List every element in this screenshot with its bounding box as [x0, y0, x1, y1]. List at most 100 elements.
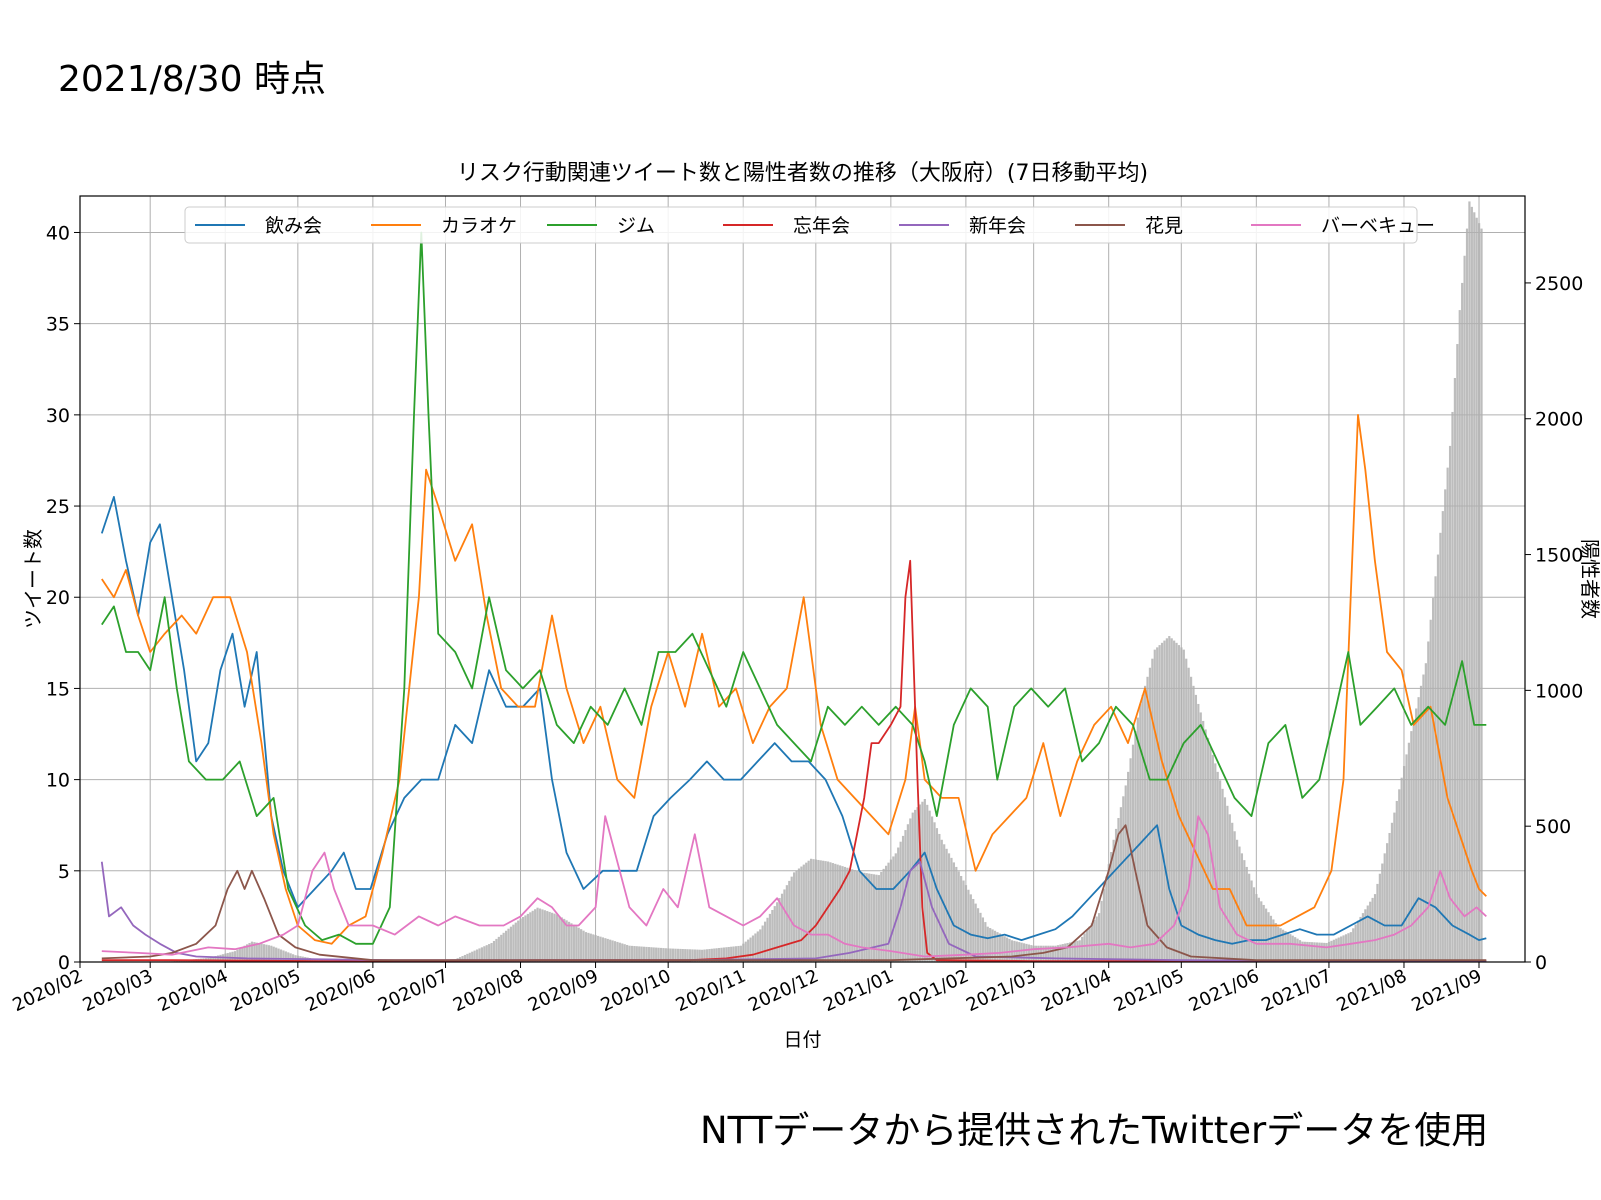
positives-bar — [1158, 645, 1161, 962]
positives-bar — [260, 943, 263, 962]
positives-bar — [1187, 667, 1190, 962]
positives-bar — [548, 911, 551, 962]
positives-bar — [826, 861, 830, 962]
positives-bar — [841, 866, 844, 962]
positives-bar — [981, 917, 985, 962]
x-tick-label: 2020/09 — [525, 965, 602, 1016]
positives-bar — [1042, 945, 1045, 962]
legend-label: カラオケ — [441, 215, 517, 237]
positives-bar — [1364, 909, 1367, 962]
positives-bar — [471, 951, 474, 962]
positives-bar — [1344, 934, 1348, 962]
positives-bar — [737, 945, 740, 962]
positives-bar — [969, 894, 972, 962]
positives-bar — [703, 949, 706, 962]
positives-bar — [497, 936, 500, 962]
positives-bar — [846, 867, 849, 962]
positives-bar — [628, 945, 631, 962]
positives-bar — [655, 947, 658, 962]
positives-bar — [1480, 228, 1483, 962]
positives-bar — [645, 946, 648, 962]
y-right-tick-label: 2500 — [1535, 273, 1583, 295]
positives-bar — [253, 942, 256, 962]
positives-bar — [863, 872, 866, 962]
y-tick-label: 10 — [46, 770, 70, 792]
positives-bar — [1284, 931, 1287, 962]
positives-bar — [993, 930, 997, 962]
positives-bar — [725, 947, 728, 962]
positives-bar — [783, 889, 786, 962]
positives-bar — [911, 812, 914, 962]
positives-bar — [1006, 937, 1009, 962]
positives-bar — [756, 931, 759, 962]
positives-bar — [674, 948, 677, 962]
positives-bar — [1202, 720, 1205, 962]
positives-bar — [567, 921, 571, 962]
positives-bar — [1461, 282, 1464, 962]
positives-bar — [526, 913, 529, 962]
positives-bar — [710, 948, 713, 962]
positives-bar — [592, 934, 595, 962]
positives-bar — [1139, 703, 1142, 962]
positives-bar — [248, 942, 251, 962]
positives-bar — [233, 951, 237, 962]
positives-bar — [1250, 880, 1253, 962]
positives-bar — [1168, 636, 1171, 962]
positives-bar — [1473, 212, 1476, 963]
x-tick-label: 2020/02 — [9, 965, 86, 1016]
y-right-tick-label: 2000 — [1535, 409, 1583, 431]
positives-bar — [1296, 938, 1299, 962]
positives-bar — [584, 932, 588, 962]
positives-bar — [904, 830, 907, 962]
positives-bar — [582, 930, 585, 962]
positives-bar — [679, 948, 682, 962]
positives-bar — [790, 876, 793, 962]
positives-bar — [1400, 777, 1403, 962]
series-line-花見 — [101, 824, 1487, 962]
positives-bar — [577, 927, 580, 962]
legend-label: 飲み会 — [265, 215, 322, 237]
positives-bar — [475, 949, 479, 962]
positives-bar — [1240, 853, 1244, 962]
positives-bar — [831, 863, 834, 962]
x-tick-label: 2021/04 — [1038, 965, 1115, 1016]
positives-bar — [899, 841, 902, 962]
positives-bar — [763, 921, 767, 962]
positives-bar — [606, 938, 609, 962]
positives-bar — [1260, 901, 1263, 962]
positives-bar — [926, 804, 929, 962]
positives-bar — [1298, 940, 1302, 962]
positives-bar — [897, 847, 900, 962]
positives-bar — [1143, 685, 1147, 962]
positives-bar — [262, 944, 266, 962]
positives-bar — [780, 893, 784, 962]
legend-label: ジム — [617, 215, 655, 237]
positives-bar — [1131, 744, 1135, 962]
positives-bar — [1071, 941, 1074, 962]
positives-bar — [1073, 941, 1076, 962]
positives-bar — [1083, 933, 1086, 962]
x-tick-label: 2021/03 — [963, 965, 1040, 1016]
series-line-バーベキュー — [101, 815, 1487, 958]
x-tick-label: 2020/11 — [673, 965, 750, 1016]
positives-bar — [560, 917, 563, 962]
positives-bar — [1018, 942, 1021, 962]
positives-bar — [212, 956, 215, 962]
positives-bar — [676, 948, 680, 962]
positives-bar — [1156, 647, 1159, 962]
positives-bar — [1238, 846, 1241, 962]
positives-bar — [976, 908, 980, 962]
positives-bar — [1061, 944, 1064, 962]
positives-bar — [785, 885, 788, 962]
series-line-飲み会 — [100, 495, 1487, 945]
positives-bar — [1076, 940, 1079, 962]
positives-bar — [1129, 758, 1132, 962]
positives-bar — [1318, 942, 1321, 962]
positives-bar — [1340, 936, 1343, 962]
positives-bar — [887, 862, 890, 962]
positives-bar — [1274, 923, 1277, 962]
positives-bar — [858, 871, 861, 962]
positives-bar — [749, 937, 752, 962]
positives-bar — [1306, 941, 1309, 962]
positives-bar — [599, 936, 602, 962]
